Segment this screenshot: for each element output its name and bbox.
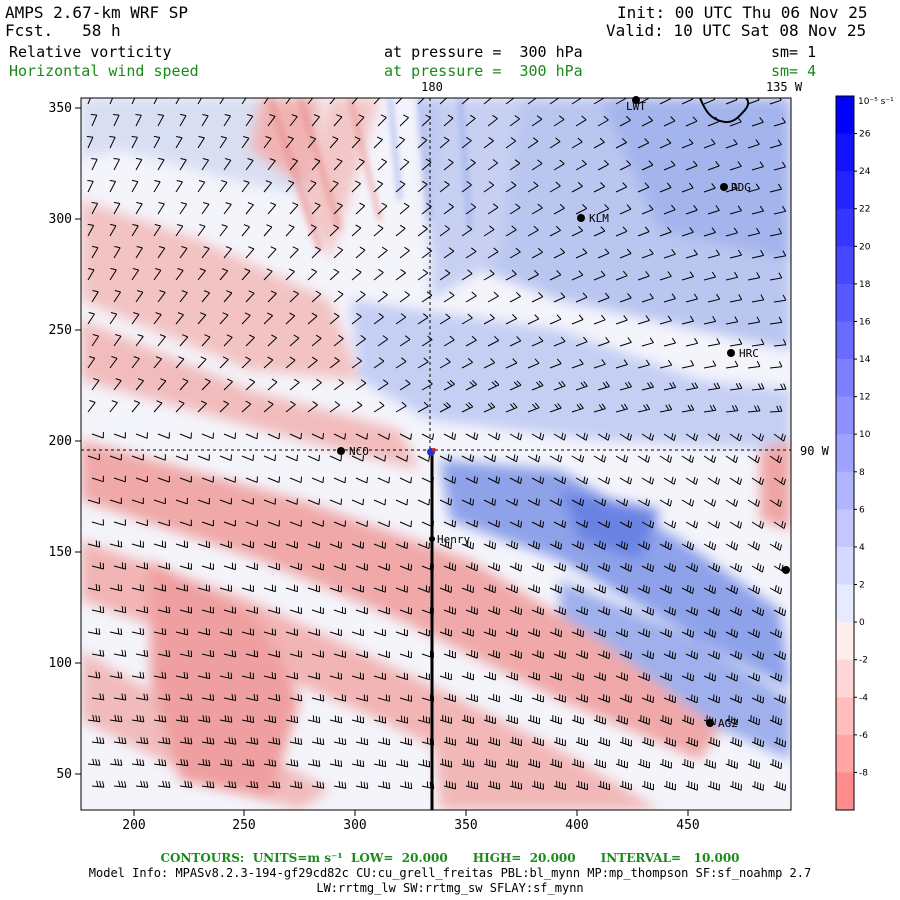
colorbar-label: -4 <box>859 693 868 703</box>
field2-sm: sm= 4 <box>771 62 817 80</box>
init-time: Init: 00 UTC Thu 06 Nov 25 <box>617 3 868 22</box>
vorticity-streaks <box>267 98 473 251</box>
y-tick-label: 100 <box>49 656 72 671</box>
south-pole-red-dot <box>432 448 436 452</box>
colorbar-swatch <box>836 659 854 698</box>
station-lwt-label: LWT <box>626 100 646 113</box>
y-axis: 350 300 250 200 150 100 50 <box>49 101 81 782</box>
colorbar-label: 8 <box>859 468 865 478</box>
colorbar-swatch <box>836 321 854 360</box>
colorbar-label: 14 <box>859 355 871 365</box>
colorbar-label: -6 <box>859 731 868 741</box>
field1-level: at pressure = 300 hPa <box>384 43 583 61</box>
y-tick-label: 250 <box>49 323 72 338</box>
coastline <box>699 98 750 124</box>
stations: LWT RDG KLM HRC NCO Henry AG2 <box>337 96 790 730</box>
x-tick-label: 400 <box>565 818 588 833</box>
station-hrc-label: HRC <box>739 347 759 360</box>
colorbar-label: 6 <box>859 505 865 515</box>
x-tick-label: 350 <box>454 818 477 833</box>
colorbar-label: 0 <box>859 618 865 628</box>
field2-level: at pressure = 300 hPa <box>384 62 583 80</box>
field2-name: Horizontal wind speed <box>9 62 199 80</box>
field1-sm: sm= 1 <box>771 43 817 61</box>
x-tick-label: 250 <box>232 818 255 833</box>
model-info: Model Info: MPASv8.2.3-194-gf29cd82c CU:… <box>88 866 812 880</box>
y-tick-label: 300 <box>49 212 72 227</box>
station-nco-label: NCO <box>349 445 369 458</box>
colorbar-label: 10 <box>859 430 871 440</box>
station-rdg-label: RDG <box>731 181 751 194</box>
lon-label-180: 180 <box>421 80 443 94</box>
colorbar-label: 16 <box>859 317 871 327</box>
station-hrc[interactable]: HRC <box>727 347 759 360</box>
colorbar-swatch <box>836 133 854 172</box>
station-ag2[interactable]: AG2 <box>706 717 738 730</box>
colorbar-units: 10⁻⁵ s⁻¹ <box>858 97 894 107</box>
x-axis: 200 250 300 350 400 450 <box>122 810 700 833</box>
forecast-label: Fcst. 58 h <box>5 22 121 40</box>
station-nco[interactable]: NCO <box>337 445 369 458</box>
colorbar-swatch <box>836 359 854 398</box>
contours-info: CONTOURS: UNITS=m s⁻¹ LOW= 20.000 HIGH= … <box>160 851 740 865</box>
station-ag2-label: AG2 <box>718 717 738 730</box>
plot-frame <box>80 97 792 811</box>
fcst-value: 58 h <box>82 21 121 40</box>
y-tick-label: 50 <box>56 767 72 782</box>
lon-label-135w: 135 W <box>766 80 803 94</box>
colorbar-swatch <box>836 208 854 247</box>
colorbar-swatch <box>836 396 854 435</box>
colorbar-swatch <box>836 96 854 135</box>
station-rdg[interactable]: RDG <box>720 181 751 194</box>
colorbar-swatch <box>836 772 854 811</box>
colorbar-swatch <box>836 546 854 586</box>
colorbar-label: 4 <box>859 543 865 553</box>
colorbar-frame <box>835 95 855 811</box>
y-tick-label: 200 <box>49 434 72 449</box>
colorbar-label: 2 <box>859 581 865 591</box>
colorbar-swatch <box>836 509 854 548</box>
x-tick-label: 450 <box>676 818 699 833</box>
fcst-label: Fcst. <box>5 21 54 40</box>
colorbar-label: 20 <box>859 242 871 252</box>
colorbar-label: -8 <box>859 768 868 778</box>
lon-label-90w: 90 W <box>800 444 830 458</box>
colorbar-swatch <box>836 246 854 285</box>
valid-time: Valid: 10 UTC Sat 08 Nov 25 <box>606 21 867 40</box>
station-klm-label: KLM <box>589 212 609 225</box>
colorbar-label: -2 <box>859 656 868 666</box>
colorbar-label: 18 <box>859 280 871 290</box>
model-title: AMPS 2.67-km WRF SP <box>5 3 189 22</box>
colorbar-swatch <box>836 434 854 473</box>
y-tick-label: 150 <box>49 545 72 560</box>
station-klm[interactable]: KLM <box>577 212 609 225</box>
colorbar-label: 12 <box>859 393 870 403</box>
vorticity-field <box>81 98 791 810</box>
field1-name: Relative vorticity <box>9 43 172 61</box>
colorbar-label: 24 <box>859 167 871 177</box>
colorbar-swatch <box>836 697 854 736</box>
station-edge[interactable] <box>782 566 790 574</box>
colorbar-label: 26 <box>859 130 871 140</box>
colorbar-swatch <box>836 471 854 510</box>
colorbar-swatch <box>836 171 854 210</box>
colorbar-swatch <box>836 734 854 773</box>
x-tick-label: 200 <box>122 818 145 833</box>
model-info-2: LW:rrtmg_lw SW:rrtmg_sw SFLAY:sf_mynn <box>316 881 584 895</box>
y-tick-label: 350 <box>49 101 72 116</box>
station-henry[interactable]: Henry <box>429 533 470 546</box>
colorbar-swatch <box>836 584 854 623</box>
colorbar-swatch <box>836 622 854 661</box>
x-tick-label: 300 <box>343 818 366 833</box>
colorbar-label: 22 <box>859 205 870 215</box>
colorbar-swatch <box>836 283 854 322</box>
station-henry-label: Henry <box>437 533 470 546</box>
